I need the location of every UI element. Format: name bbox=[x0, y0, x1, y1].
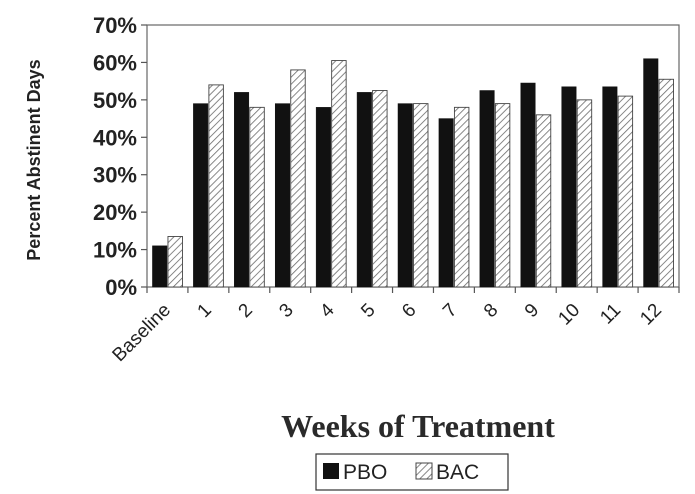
bar-pbo-5 bbox=[356, 92, 372, 288]
bar-pbo-1 bbox=[193, 103, 209, 288]
bar-pbo-12 bbox=[643, 58, 659, 288]
y-axis-label: Percent Abstinent Days bbox=[24, 59, 44, 260]
bar-pbo-8 bbox=[479, 90, 495, 288]
legend-swatch-bac bbox=[415, 462, 433, 480]
y-tick-label: 50% bbox=[93, 88, 137, 113]
plot-area bbox=[146, 24, 680, 288]
bar-bac-10 bbox=[576, 99, 593, 288]
bar-pbo-baseline bbox=[152, 245, 168, 288]
y-tick-label: 40% bbox=[93, 125, 137, 150]
y-tick-label: 60% bbox=[93, 50, 137, 75]
x-tick-label: 5 bbox=[357, 300, 379, 322]
x-tick-label: 4 bbox=[316, 299, 339, 322]
x-tick-label: 1 bbox=[194, 300, 216, 322]
bar-pbo-2 bbox=[234, 92, 250, 288]
bar-bac-12 bbox=[658, 78, 674, 288]
x-tick-label: 9 bbox=[521, 300, 543, 322]
legend-box bbox=[315, 453, 509, 491]
bar-pbo-3 bbox=[274, 103, 290, 288]
x-tick-label: 7 bbox=[439, 300, 461, 322]
bar-pbo-6 bbox=[397, 103, 413, 288]
bar-bac-5 bbox=[372, 90, 388, 288]
x-tick-label: Baseline bbox=[109, 300, 175, 366]
bar-bac-7 bbox=[453, 106, 470, 288]
y-axis: 0% 10% 20% 30% 40% 50% 60% 70% bbox=[93, 13, 147, 300]
bar-bac-8 bbox=[494, 103, 511, 288]
bar-bac-6 bbox=[413, 103, 429, 288]
bar-pbo-10 bbox=[561, 86, 577, 288]
bars bbox=[152, 58, 674, 288]
bar-pbo-11 bbox=[602, 86, 618, 288]
bar-pbo-7 bbox=[438, 118, 454, 288]
x-axis: Baseline 1 2 3 4 5 6 7 8 9 10 11 12 bbox=[109, 287, 680, 366]
x-tick-label: 11 bbox=[596, 300, 625, 329]
bar-bac-3 bbox=[290, 69, 306, 288]
y-tick-label: 20% bbox=[93, 200, 137, 225]
y-tick-label: 0% bbox=[105, 275, 137, 300]
bar-pbo-9 bbox=[520, 82, 536, 288]
bar-bac-9 bbox=[535, 114, 552, 288]
y-tick-label: 30% bbox=[93, 163, 137, 188]
bar-bac-1 bbox=[208, 84, 224, 288]
x-tick-label: 6 bbox=[398, 300, 420, 322]
y-tick-label: 70% bbox=[93, 13, 137, 38]
bar-bac-4 bbox=[331, 60, 347, 288]
bar-bac-11 bbox=[617, 95, 634, 288]
x-tick-label: 10 bbox=[554, 300, 584, 330]
x-tick-label: 8 bbox=[480, 300, 502, 322]
y-tick-label: 10% bbox=[93, 238, 137, 263]
legend-swatch-pbo bbox=[323, 463, 339, 479]
legend: PBO BAC bbox=[315, 453, 509, 491]
legend-label-bac: BAC bbox=[436, 461, 479, 484]
x-tick-label: 3 bbox=[275, 300, 297, 322]
legend-label-pbo: PBO bbox=[343, 461, 387, 484]
bar-bac-2 bbox=[249, 106, 265, 288]
x-tick-label: 12 bbox=[636, 300, 666, 330]
bar-bac-baseline bbox=[167, 236, 183, 288]
bar-pbo-4 bbox=[315, 107, 331, 288]
x-axis-label: Weeks of Treatment bbox=[281, 408, 555, 444]
x-tick-label: 2 bbox=[235, 300, 257, 322]
